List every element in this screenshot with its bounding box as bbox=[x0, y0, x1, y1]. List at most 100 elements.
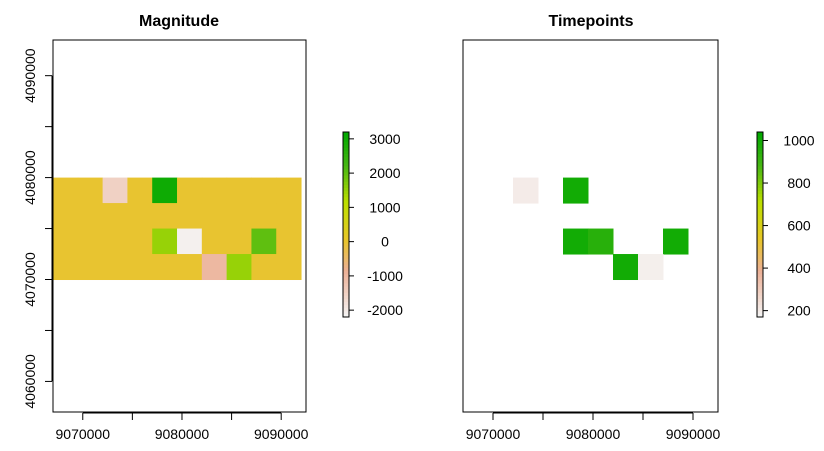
x-tick-label: 9070000 bbox=[56, 426, 111, 442]
legend-swatch bbox=[343, 295, 349, 299]
legend-swatch bbox=[757, 286, 763, 290]
heatmap-cell bbox=[201, 203, 228, 230]
legend-tick-label: 0 bbox=[381, 234, 389, 250]
legend-swatch bbox=[343, 144, 349, 148]
legend-swatch bbox=[343, 153, 349, 158]
heatmap-cell bbox=[251, 228, 277, 255]
legend-swatch bbox=[757, 230, 763, 235]
legend-swatch bbox=[343, 187, 349, 191]
magnitude-panel: Magnitude 9070000 9080000 9090000 40600004… bbox=[22, 13, 403, 442]
legend-swatch bbox=[343, 150, 349, 154]
heatmap-cell bbox=[53, 228, 79, 255]
legend-swatch bbox=[757, 138, 763, 142]
timepoints-plot-box bbox=[462, 39, 719, 413]
legend-swatch bbox=[757, 165, 763, 170]
legend-swatch bbox=[757, 218, 763, 222]
heatmap-cell bbox=[276, 228, 302, 255]
heatmap-cell bbox=[152, 254, 178, 281]
heatmap-cell bbox=[177, 177, 203, 204]
legend-swatch bbox=[757, 304, 763, 309]
legend-swatch bbox=[757, 206, 763, 210]
legend-swatch bbox=[343, 292, 349, 296]
legend-swatch bbox=[343, 301, 349, 306]
legend-frame bbox=[342, 131, 350, 318]
heatmap-cell bbox=[513, 177, 539, 204]
heatmap-cell bbox=[276, 177, 302, 204]
timepoints-title: Timepoints bbox=[548, 13, 633, 30]
legend-swatch bbox=[343, 175, 349, 179]
heatmap-cell bbox=[177, 203, 203, 230]
legend-tick-label: 3000 bbox=[369, 131, 400, 147]
legend-swatch bbox=[757, 156, 763, 161]
legend-swatch bbox=[757, 233, 763, 238]
legend-tick-label: 200 bbox=[787, 303, 811, 319]
legend-swatch bbox=[757, 246, 763, 250]
legend-swatch bbox=[757, 313, 763, 318]
legend-tick-label: -2000 bbox=[367, 302, 403, 318]
legend-swatch bbox=[343, 181, 349, 185]
legend-swatch bbox=[757, 132, 763, 136]
legend-swatch bbox=[757, 239, 763, 244]
legend-swatch bbox=[343, 249, 349, 253]
legend-swatch bbox=[757, 224, 763, 228]
legend-swatch bbox=[343, 273, 349, 278]
legend-swatch bbox=[343, 298, 349, 302]
legend-swatch bbox=[757, 270, 763, 275]
heatmap-cell bbox=[77, 177, 104, 204]
legend-swatch bbox=[757, 196, 763, 201]
heatmap-cell bbox=[563, 228, 589, 255]
legend-swatch bbox=[757, 181, 763, 185]
x-tick-label: 9080000 bbox=[155, 426, 210, 442]
legend-swatch bbox=[757, 227, 763, 232]
legend-swatch bbox=[757, 289, 763, 293]
heatmap-cell bbox=[226, 177, 252, 204]
legend-swatch bbox=[757, 135, 763, 139]
legend-swatch bbox=[757, 295, 763, 299]
heatmap-cell bbox=[152, 228, 178, 255]
heatmap-cell bbox=[152, 203, 178, 230]
legend-swatch bbox=[343, 193, 349, 198]
legend-swatch bbox=[343, 255, 349, 259]
y-tick-label: 4070000 bbox=[22, 252, 38, 307]
legend-swatch bbox=[757, 264, 763, 269]
legend-swatch bbox=[757, 193, 763, 198]
legend-swatch bbox=[343, 206, 349, 210]
legend-swatch bbox=[343, 156, 349, 161]
legend-tick-label: 1000 bbox=[783, 133, 814, 149]
legend-swatch bbox=[343, 233, 349, 238]
heatmap-cell bbox=[251, 177, 277, 204]
legend-swatch bbox=[343, 258, 349, 262]
legend-swatch bbox=[343, 276, 349, 281]
legend-tick-label: 1000 bbox=[369, 199, 400, 215]
legend-swatch bbox=[343, 221, 349, 225]
legend-swatch bbox=[343, 138, 349, 142]
legend-swatch bbox=[757, 301, 763, 306]
timepoints-legend: 200 400 600 800 1000 bbox=[756, 131, 815, 319]
legend-swatch bbox=[343, 270, 349, 275]
heatmap-cell bbox=[53, 203, 79, 230]
legend-swatch bbox=[343, 230, 349, 235]
heatmap-cell bbox=[201, 228, 228, 255]
heatmap-cell bbox=[127, 254, 153, 281]
legend-swatch bbox=[343, 224, 349, 228]
magnitude-plot-box bbox=[52, 39, 307, 413]
legend-swatch bbox=[343, 236, 349, 241]
y-tick-label: 4060000 bbox=[22, 354, 38, 409]
magnitude-x-axis: 9070000 9080000 9090000 bbox=[56, 412, 309, 442]
legend-swatch bbox=[343, 289, 349, 293]
legend-swatch bbox=[757, 261, 763, 265]
magnitude-y-axis: 4060000 4070000 4080000 4090000 bbox=[22, 48, 53, 409]
legend-swatch bbox=[343, 209, 349, 213]
heatmap-cell bbox=[276, 254, 302, 281]
legend-swatch bbox=[757, 255, 763, 259]
heatmap-cell bbox=[588, 228, 614, 255]
legend-swatch bbox=[757, 199, 763, 204]
legend-swatch bbox=[343, 215, 349, 219]
heatmap-cell bbox=[102, 254, 128, 281]
legend-swatch bbox=[757, 307, 763, 312]
legend-tick-label: 800 bbox=[787, 175, 811, 191]
legend-swatch bbox=[343, 178, 349, 182]
heatmap-cell bbox=[177, 254, 203, 281]
x-tick-label: 9080000 bbox=[566, 426, 621, 442]
